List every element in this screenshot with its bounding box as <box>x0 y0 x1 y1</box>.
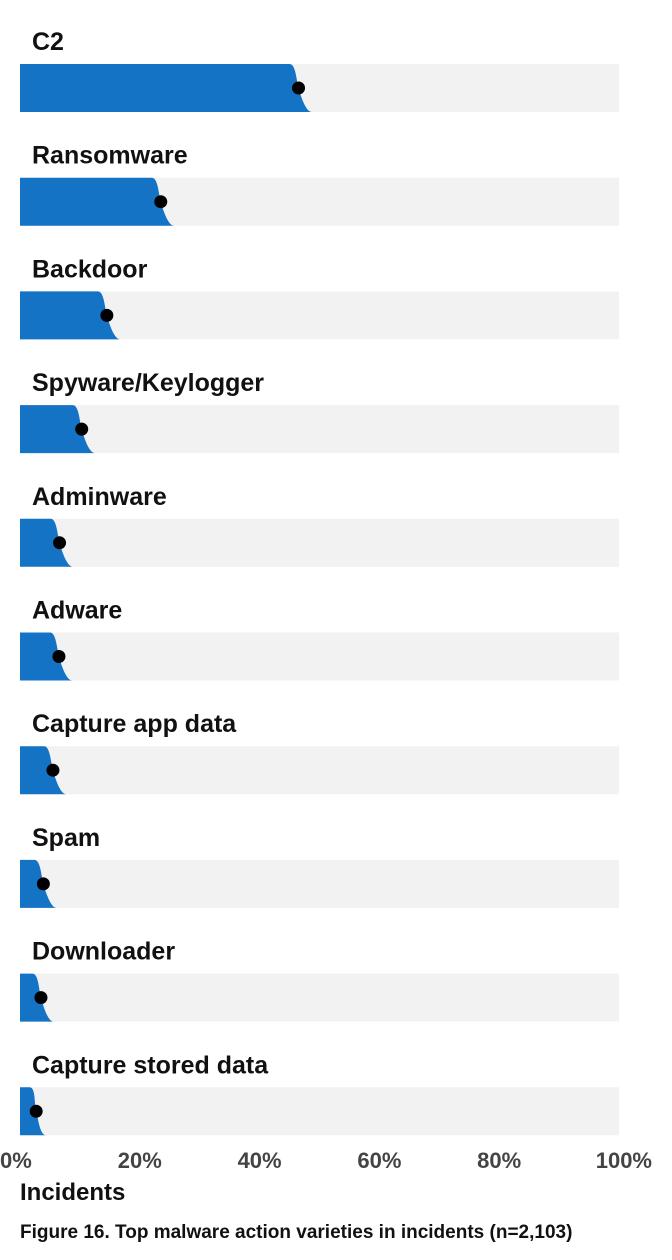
x-axis-title: Incidents <box>20 1179 125 1206</box>
figure-caption: Figure 16. Top malware action varieties … <box>20 1222 572 1243</box>
bar-group: C2 <box>20 28 619 112</box>
bar-group: Downloader <box>20 938 619 1022</box>
value-point <box>46 763 60 777</box>
category-label: Adminware <box>32 483 167 511</box>
x-tick-label: 20% <box>118 1148 162 1173</box>
bar <box>20 291 121 340</box>
bar-group: Spyware/Keylogger <box>20 369 619 454</box>
category-label: C2 <box>32 28 64 56</box>
category-label: Ransomware <box>32 142 188 170</box>
category-label: Spyware/Keylogger <box>32 369 264 397</box>
bar-track <box>20 518 619 567</box>
x-tick-label: 60% <box>357 1148 401 1173</box>
value-point <box>154 195 168 209</box>
x-tick-label: 0% <box>0 1148 32 1173</box>
bar <box>20 518 73 567</box>
x-tick-label: 100% <box>596 1148 652 1173</box>
bar-group: Backdoor <box>20 255 619 340</box>
x-tick-label: 80% <box>477 1148 521 1173</box>
value-point <box>36 877 50 891</box>
value-point <box>53 536 67 550</box>
category-label: Spam <box>32 824 100 852</box>
bar-track <box>20 632 619 681</box>
x-tick-label: 40% <box>238 1148 282 1173</box>
bar-track <box>20 973 619 1022</box>
bar-group: Adware <box>20 597 619 681</box>
bar <box>20 64 312 112</box>
bar-track <box>20 1087 619 1136</box>
value-point <box>34 991 48 1005</box>
bar-track <box>20 291 619 340</box>
bar <box>20 746 67 795</box>
bar-track <box>20 746 619 795</box>
bar-group: Adminware <box>20 483 619 567</box>
value-point <box>100 308 114 322</box>
category-label: Capture stored data <box>32 1051 269 1079</box>
bars-layer: C2 Ransomware Backdoor Spyware/Keylogger Adm… <box>20 28 619 1136</box>
bar <box>20 405 95 454</box>
bar-group: Capture app data <box>20 710 619 795</box>
bar <box>20 177 174 226</box>
category-label: Downloader <box>32 938 175 966</box>
category-label: Capture app data <box>32 710 237 738</box>
value-point <box>52 650 66 663</box>
bar-group: Spam <box>20 824 619 908</box>
bar-track <box>20 859 619 908</box>
bar <box>20 632 73 681</box>
bar-group: Capture stored data <box>20 1051 619 1136</box>
value-point <box>292 81 306 95</box>
bar-group: Ransomware <box>20 142 619 226</box>
value-point <box>75 422 89 436</box>
x-axis-ticks: 0% 20% 40% 60% 80% 100% <box>0 1148 652 1173</box>
category-label: Backdoor <box>32 255 148 283</box>
bar-track <box>20 405 619 454</box>
category-label: Adware <box>32 597 122 625</box>
value-point <box>29 1104 43 1118</box>
